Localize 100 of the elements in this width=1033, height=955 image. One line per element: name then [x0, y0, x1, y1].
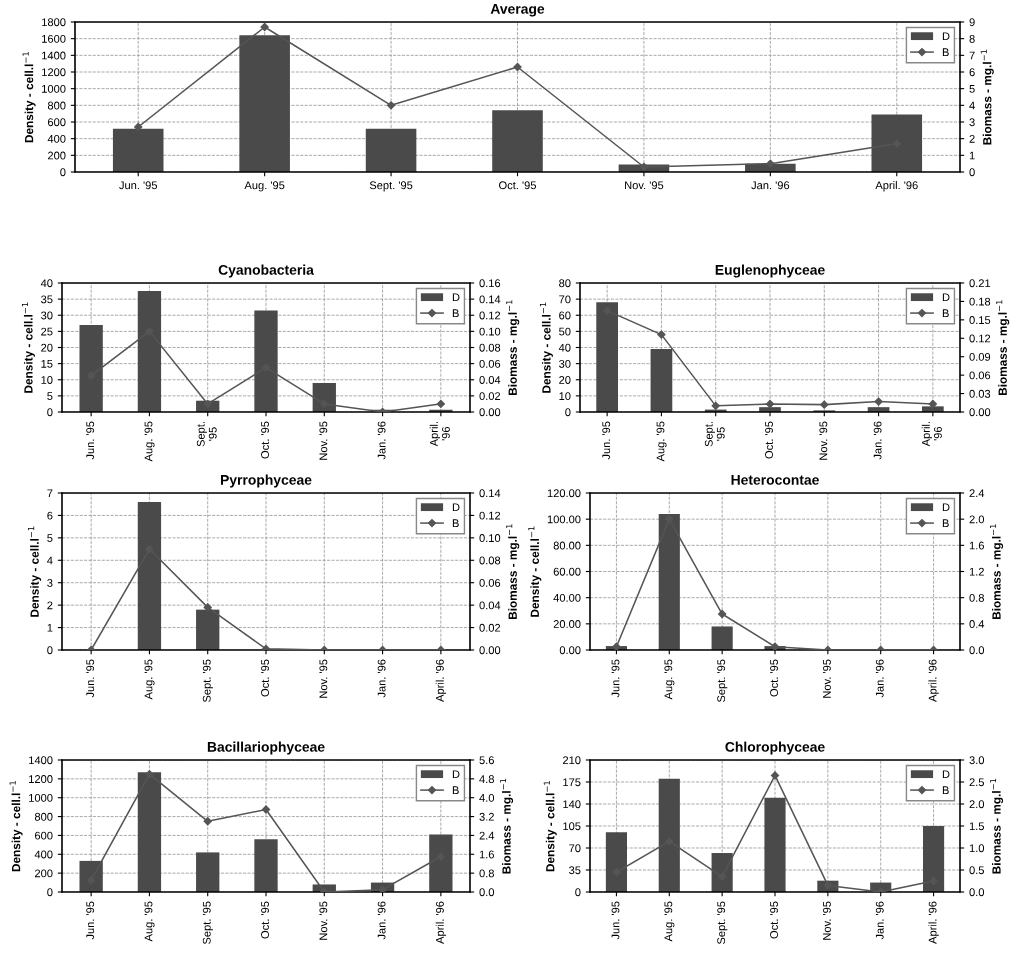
y2-tick-label: 9 [969, 18, 975, 27]
y2-axis-title: Biomass - mg.l$^{−1}$ [500, 778, 514, 874]
y2-tick-label: 0.21 [969, 279, 991, 288]
y-tick-label: 10 [559, 392, 571, 401]
y2-tick-label: 0.00 [479, 646, 501, 655]
y-tick-label: 400 [34, 850, 53, 859]
y2-tick-label: 6 [969, 68, 975, 77]
x-tick-label: Nov. '95 [625, 181, 664, 190]
y-tick-label: 25 [41, 327, 53, 336]
y-tick-label: 1000 [29, 793, 53, 802]
y2-tick-label: 0.00 [969, 408, 991, 417]
y-tick-label: 0 [47, 408, 53, 417]
y-tick-label: 2 [47, 601, 53, 610]
y2-tick-label: 0.8 [479, 869, 494, 878]
y2-tick-label: 2.4 [479, 831, 495, 840]
x-tick-label: Oct. '95 [765, 421, 773, 459]
y2-tick-label: 0.06 [479, 578, 501, 587]
y-tick-label: 60 [559, 311, 571, 320]
y-tick-label: 70 [559, 295, 571, 304]
y2-axis-title: Biomass - mg.l$^{−1}$ [506, 300, 520, 396]
y2-tick-label: 0.14 [479, 489, 501, 498]
y2-tick-label: 0.06 [969, 371, 991, 380]
y-tick-label: 0 [575, 888, 581, 897]
y-tick-label: 35 [569, 866, 581, 875]
x-tick-label: Oct. '95 [770, 659, 778, 697]
y-tick-label: 1600 [42, 34, 66, 43]
y-tick-label: 1400 [29, 756, 53, 765]
y-axis-title: Density - cell.l$^{−1}$ [28, 526, 42, 617]
y-axis-title: Density - cell.l$^{−1}$ [528, 526, 542, 617]
y-tick-label: 100.00 [547, 515, 581, 524]
y-tick-label: 1200 [29, 775, 53, 783]
y-tick-label: 40.00 [553, 593, 581, 602]
y2-tick-label: 0.12 [969, 334, 991, 343]
y-tick-label: 175 [563, 778, 581, 787]
x-tick-label: Nov. '95 [822, 901, 831, 940]
y2-tick-label: 0.0 [969, 888, 985, 897]
x-tick-label: Aug. '95 [144, 901, 155, 942]
y2-tick-label: 3.0 [969, 756, 985, 765]
x-tick-label: Aug. '95 [144, 659, 155, 700]
y2-tick-label: 1 [969, 151, 975, 160]
y2-tick-label: 0.12 [479, 311, 501, 320]
x-tick-label: Sept. '95 [717, 901, 728, 945]
x-tick-label: Aug. '95 [244, 181, 285, 192]
y-tick-label: 30 [41, 311, 53, 320]
x-tick-label: Aug. '95 [656, 421, 667, 462]
y2-tick-label: 0.15 [969, 316, 991, 324]
x-tick-label: April. '96 [928, 901, 939, 944]
chart-title: Euglenophyceae [715, 264, 825, 278]
y2-tick-label: 0.18 [969, 297, 991, 306]
x-tick-label: April. '96 [435, 659, 447, 702]
y2-tick-label: 0.12 [479, 511, 501, 520]
x-tick-label: Jun. '95 [602, 421, 611, 460]
y2-tick-label: 2.0 [969, 515, 985, 524]
x-tick-label: Oct. '95 [261, 901, 269, 939]
y-tick-label: 3 [47, 578, 53, 587]
x-tick-label: Jun. '95 [86, 901, 95, 940]
x-tick-label: Sept. '95 [202, 901, 213, 945]
y2-tick-label: 7 [969, 51, 975, 60]
x-tick-label: Nov. '95 [319, 421, 328, 460]
chart-title: Bacillariophyceae [207, 741, 325, 755]
legend-label: B [942, 48, 949, 56]
x-tick-label: April. '96 [435, 901, 447, 944]
x-tick-label: Jan. '96 [377, 659, 386, 698]
y2-tick-label: 0.04 [479, 601, 501, 610]
y2-tick-label: 0.10 [479, 327, 501, 336]
legend-label: B [452, 786, 459, 794]
y-tick-label: 200 [34, 869, 53, 878]
y-tick-label: 5 [47, 534, 53, 542]
y2-tick-label: 2.4 [969, 489, 985, 498]
y-axis-title: Density - cell.l$^{−1}$ [21, 302, 35, 393]
y2-tick-label: 3 [969, 118, 975, 127]
x-tick-label: Nov. '95 [319, 659, 328, 698]
y2-axis-title: Biomass - mg.l$^{−1}$ [990, 778, 1004, 874]
y-tick-label: 40 [40, 279, 53, 288]
y2-tick-label: 0.04 [479, 376, 501, 384]
x-tick-label: Oct. '95 [261, 421, 269, 459]
x-tick-label: Aug. '95 [664, 901, 675, 942]
y2-tick-label: 0.5 [969, 866, 985, 875]
y2-tick-label: 0 [969, 168, 975, 177]
y-tick-label: 1800 [42, 18, 66, 27]
y-tick-label: 1 [47, 623, 53, 632]
legend-label: D [942, 293, 950, 302]
y2-tick-label: 1.2 [969, 567, 984, 576]
y2-tick-label: 2.0 [969, 800, 985, 809]
y-tick-label: 5 [47, 392, 53, 401]
x-tick-label: Sept. '95 [704, 422, 725, 447]
chart-title: Cyanobacteria [218, 264, 314, 278]
x-tick-label: April. '96 [928, 659, 939, 702]
y2-tick-label: 1.5 [969, 822, 985, 831]
chart-title: Pyrrophyceae [221, 474, 312, 488]
y2-tick-label: 8 [969, 34, 975, 43]
y-tick-label: 200 [47, 151, 66, 160]
y-tick-label: 30 [559, 359, 571, 368]
chart-title: Chlorophyceae [725, 741, 825, 755]
legend-label: B [452, 519, 459, 527]
y-tick-label: 800 [47, 101, 66, 110]
chart-title: Average [490, 4, 545, 17]
y-tick-label: 1000 [42, 84, 66, 93]
y-tick-label: 80 [559, 279, 571, 288]
y2-tick-label: 0.16 [479, 279, 501, 288]
